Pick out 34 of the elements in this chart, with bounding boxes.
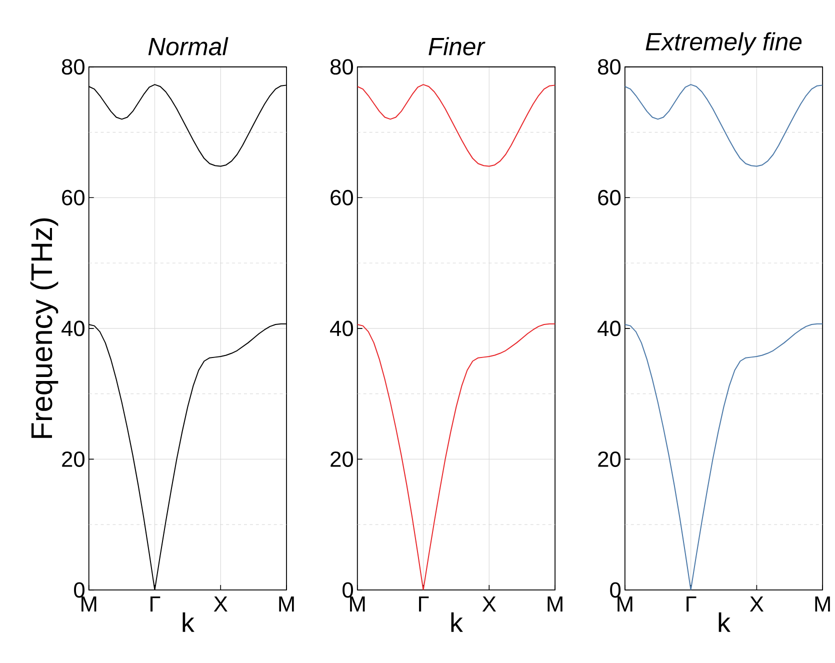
x-tick-label: Γ: [686, 596, 696, 612]
y-tick-label: 0: [610, 582, 621, 598]
y-tick-label: 40: [330, 320, 354, 336]
x-axis-title: k: [451, 612, 463, 632]
x-tick-label: M: [815, 596, 830, 612]
x-tick-label: M: [82, 596, 96, 612]
y-tick-label: 60: [330, 190, 354, 206]
x-tick-label: Γ: [419, 596, 429, 612]
y-tick-label: 0: [74, 582, 84, 598]
y-tick-label: 80: [330, 59, 354, 75]
y-tick-label: 0: [342, 582, 354, 598]
x-axis-title: k: [718, 612, 731, 632]
y-tick-label: 60: [62, 190, 84, 206]
y-tick-label: 40: [62, 320, 84, 336]
y-tick-label: 20: [330, 452, 354, 468]
x-tick-label: X: [482, 596, 496, 612]
x-tick-label: M: [548, 596, 562, 612]
x-tick-label: M: [279, 596, 294, 612]
x-tick-label: X: [750, 596, 764, 612]
chart-title: Normal: [148, 37, 228, 56]
chart-title: Extremely fine: [646, 32, 802, 56]
x-axis-title: k: [182, 612, 194, 632]
y-tick-label: 20: [62, 452, 84, 468]
y-tick-label: 20: [598, 452, 621, 468]
y-tick-label: 80: [598, 59, 621, 75]
y-tick-label: 60: [598, 190, 621, 206]
y-axis-title: Frequency (THz): [30, 218, 58, 438]
x-tick-label: M: [350, 596, 365, 612]
y-tick-label: 40: [598, 320, 621, 336]
x-tick-label: M: [618, 596, 632, 612]
y-tick-label: 80: [62, 59, 84, 75]
x-tick-label: X: [214, 596, 228, 612]
chart-title: Finer: [428, 37, 486, 56]
x-tick-label: Γ: [150, 596, 160, 612]
